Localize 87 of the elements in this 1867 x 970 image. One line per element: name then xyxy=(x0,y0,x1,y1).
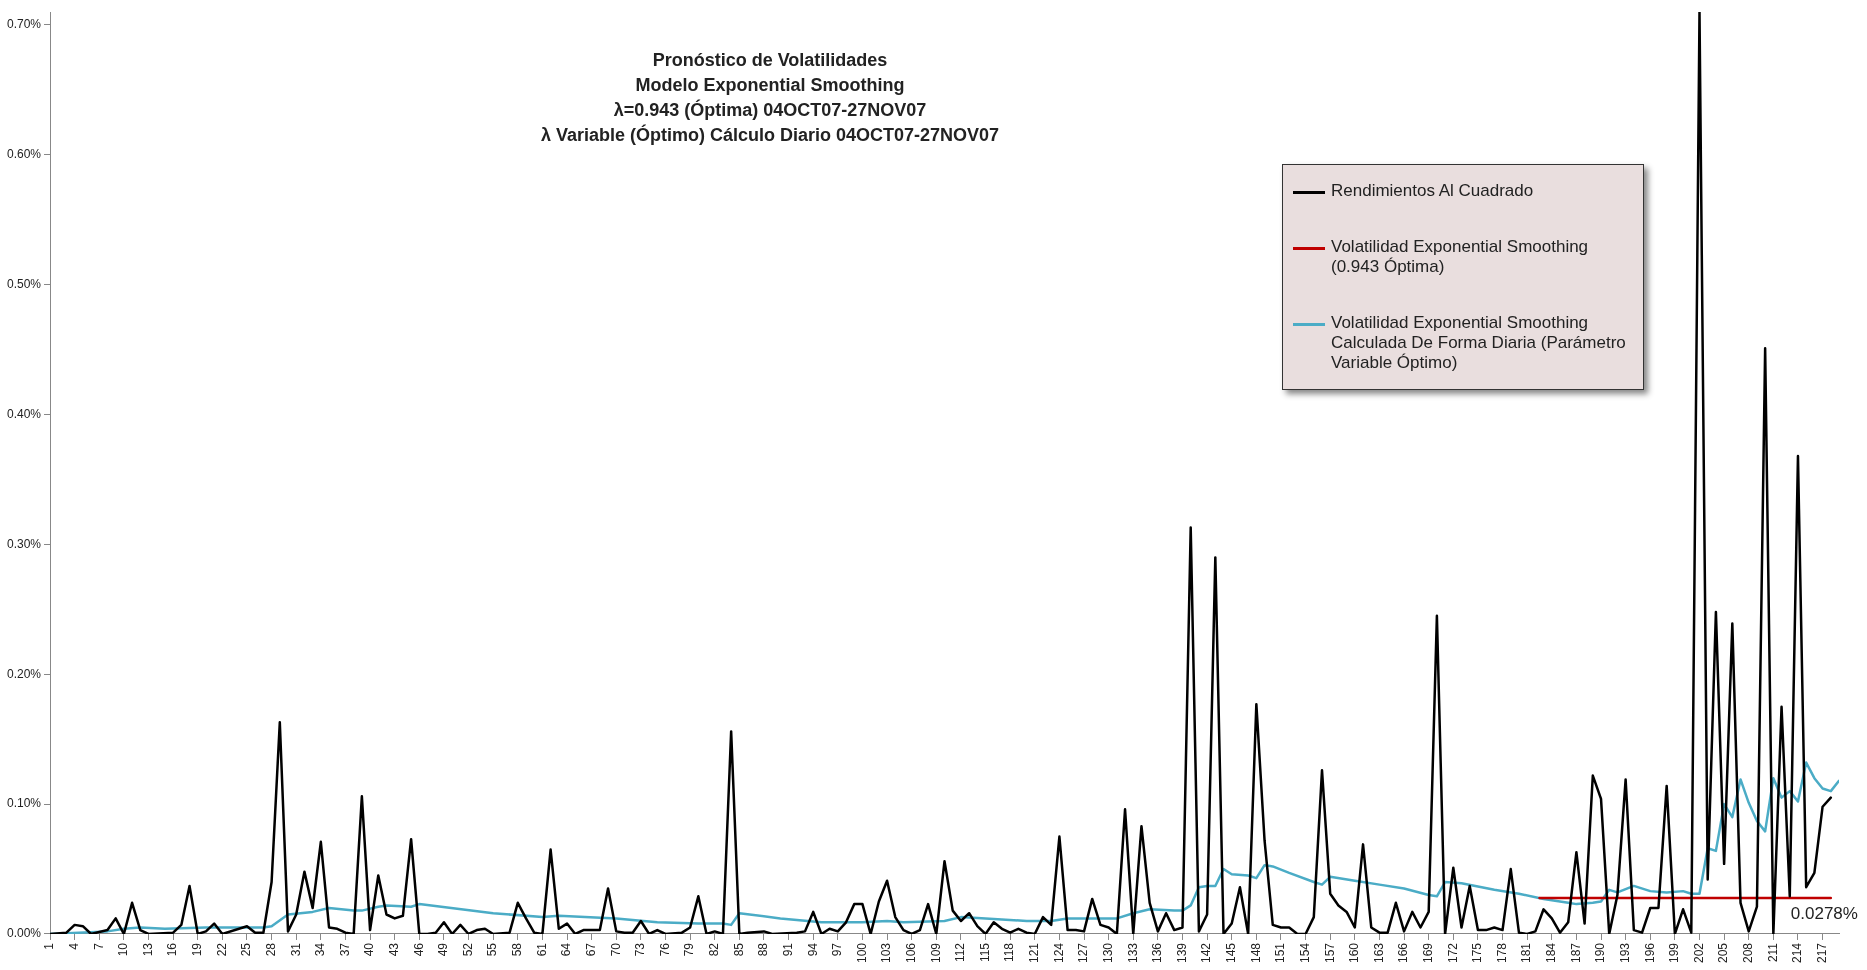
x-tick-label: 76 xyxy=(657,942,672,957)
x-tick-label: 130 xyxy=(1100,942,1115,964)
x-tick-label: 79 xyxy=(682,942,697,957)
x-tick-label: 133 xyxy=(1125,942,1140,964)
y-tick-label: 0.00% xyxy=(6,926,42,941)
x-tick-label: 58 xyxy=(510,942,525,957)
x-tick-label: 37 xyxy=(337,942,352,957)
x-tick-label: 193 xyxy=(1617,942,1632,964)
x-tick-label: 205 xyxy=(1716,942,1731,964)
x-tick-label: 46 xyxy=(411,942,426,957)
y-tick-label: 0.50% xyxy=(6,277,42,292)
x-tick-label: 190 xyxy=(1593,942,1608,964)
x-tick-label: 4 xyxy=(66,942,81,950)
x-tick-label: 217 xyxy=(1814,942,1829,964)
x-tick-label: 22 xyxy=(214,942,229,957)
x-tick-label: 169 xyxy=(1421,942,1435,964)
x-tick-label: 40 xyxy=(362,942,377,957)
x-tick-label: 187 xyxy=(1568,942,1583,964)
x-tick-label: 121 xyxy=(1027,942,1042,964)
x-tick-label: 208 xyxy=(1741,942,1756,964)
x-tick-label: 163 xyxy=(1371,942,1386,964)
x-tick-label: 34 xyxy=(313,942,328,957)
x-tick-label: 199 xyxy=(1667,942,1682,964)
y-tick-label: 0.30% xyxy=(6,536,42,551)
x-tick-label: 184 xyxy=(1544,942,1559,964)
x-tick-label: 85 xyxy=(731,942,746,957)
x-tick-label: 19 xyxy=(190,942,205,957)
x-tick-label: 160 xyxy=(1347,942,1362,964)
x-tick-label: 103 xyxy=(879,942,894,964)
x-tick-label: 196 xyxy=(1642,942,1657,964)
x-tick-label: 151 xyxy=(1273,942,1288,964)
x-tick-label: 7 xyxy=(91,942,106,950)
x-tick-label: 10 xyxy=(116,942,131,957)
x-tick-label: 142 xyxy=(1199,942,1214,964)
x-tick-label: 178 xyxy=(1494,942,1509,964)
x-tick-label: 124 xyxy=(1051,942,1066,964)
legend-label: Volatilidad Exponential Smoothing (0.943 Óptima) xyxy=(1331,237,1590,277)
x-tick-label: 148 xyxy=(1248,942,1263,964)
x-tick-label: 154 xyxy=(1297,942,1312,964)
x-tick-label: 55 xyxy=(485,942,500,957)
x-tick-label: 211 xyxy=(1765,942,1780,963)
text: Modelo Exponential Smoothing λ=0.943 (Óptima) 04OCT07-27NOV07 λ Variable (Óptimo) Cálculo Diario 04OCT07-27NOV07 xyxy=(539,74,1001,147)
y-tick-label: 0.70% xyxy=(6,17,42,32)
x-tick-label: 181 xyxy=(1519,942,1534,964)
x-tick-label: 70 xyxy=(608,942,623,957)
y-tick-label: 0.60% xyxy=(6,147,42,162)
x-tick-label: 109 xyxy=(928,942,943,964)
x-tick-label: 61 xyxy=(534,942,549,957)
x-tick-label: 73 xyxy=(633,942,648,957)
x-tick-label: 100 xyxy=(854,942,869,964)
text: Pronóstico de Volatilidades xyxy=(651,49,889,72)
x-tick-label: 214 xyxy=(1790,942,1805,964)
x-tick-label: 88 xyxy=(756,942,771,957)
x-tick-label: 118 xyxy=(1002,942,1017,963)
x-tick-label: 127 xyxy=(1076,942,1091,964)
x-tick-label: 31 xyxy=(288,942,303,957)
x-tick-label: 112 xyxy=(953,942,968,963)
x-tick-label: 202 xyxy=(1691,942,1706,964)
x-tick-label: 52 xyxy=(460,942,475,957)
x-tick-label: 1 xyxy=(42,942,57,950)
x-tick-label: 16 xyxy=(165,942,180,957)
x-tick-label: 49 xyxy=(436,942,451,957)
legend-label: Volatilidad Exponential Smoothing Calculada De Forma Diaria (Parámetro Variable Óptimo) xyxy=(1331,313,1627,373)
x-tick-label: 64 xyxy=(559,942,574,957)
x-tick-label: 172 xyxy=(1445,942,1460,964)
y-tick-label: 0.40% xyxy=(6,406,42,421)
x-tick-label: 28 xyxy=(263,942,278,957)
x-tick-label: 94 xyxy=(805,942,820,957)
x-tick-label: 139 xyxy=(1174,942,1189,964)
x-tick-label: 106 xyxy=(904,942,918,964)
legend-label: Rendimientos Al Cuadrado xyxy=(1331,181,1534,201)
x-tick-label: 82 xyxy=(707,942,722,957)
x-tick-label: 91 xyxy=(780,942,795,957)
x-tick-label: 145 xyxy=(1224,942,1239,964)
x-tick-label: 97 xyxy=(830,942,845,957)
x-tick-label: 43 xyxy=(387,942,401,957)
annotation: 0.0278% xyxy=(1790,904,1858,924)
x-tick-label: 115 xyxy=(977,942,992,963)
x-tick-label: 166 xyxy=(1396,942,1411,964)
y-tick-label: 0.10% xyxy=(6,796,42,811)
x-tick-label: 13 xyxy=(140,942,155,957)
x-tick-label: 157 xyxy=(1322,942,1337,964)
x-tick-label: 67 xyxy=(583,942,598,957)
y-tick-label: 0.20% xyxy=(6,666,42,681)
x-tick-label: 136 xyxy=(1150,942,1165,964)
x-tick-label: 25 xyxy=(239,942,254,957)
x-tick-label: 175 xyxy=(1470,942,1485,964)
